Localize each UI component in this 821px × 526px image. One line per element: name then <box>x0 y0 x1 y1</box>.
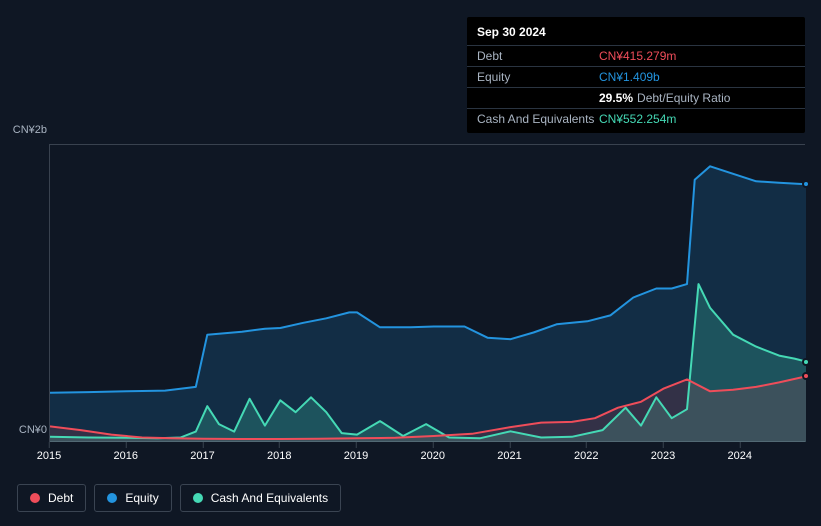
tooltip-row-value: CN¥1.409b <box>599 70 795 84</box>
tooltip-row-label: Debt <box>477 49 599 63</box>
debt-equity-chart: CN¥2b CN¥0 20152016201720182019202020212… <box>17 120 805 480</box>
legend-dot-icon <box>107 493 117 503</box>
x-tick: 2017 <box>190 450 214 462</box>
tooltip-row: 29.5%Debt/Equity Ratio <box>467 87 805 108</box>
legend-label: Debt <box>48 491 73 505</box>
tooltip-row-label <box>477 91 599 105</box>
x-tick: 2021 <box>497 450 521 462</box>
end-marker <box>802 358 810 366</box>
x-tick: 2018 <box>267 450 291 462</box>
chart-legend: Debt Equity Cash And Equivalents <box>17 484 341 512</box>
x-tick: 2019 <box>344 450 368 462</box>
x-tick: 2023 <box>651 450 675 462</box>
tooltip-row: DebtCN¥415.279m <box>467 45 805 66</box>
end-marker <box>802 180 810 188</box>
x-tick: 2022 <box>574 450 598 462</box>
tooltip-date: Sep 30 2024 <box>467 21 805 45</box>
legend-label: Cash And Equivalents <box>211 491 328 505</box>
tooltip-row-value: 29.5%Debt/Equity Ratio <box>599 91 795 105</box>
legend-label: Equity <box>125 491 158 505</box>
x-axis: 2015201620172018201920202021202220232024 <box>49 446 805 466</box>
y-axis-min-label: CN¥0 <box>3 424 47 436</box>
x-tick: 2015 <box>37 450 61 462</box>
tooltip-row: EquityCN¥1.409b <box>467 66 805 87</box>
legend-item-cash-and-equivalents[interactable]: Cash And Equivalents <box>180 484 341 512</box>
x-tick: 2016 <box>114 450 138 462</box>
plot-area[interactable] <box>49 144 805 442</box>
x-tick: 2024 <box>728 450 752 462</box>
y-axis-max-label: CN¥2b <box>3 124 47 136</box>
legend-item-debt[interactable]: Debt <box>17 484 86 512</box>
chart-tooltip: Sep 30 2024 DebtCN¥415.279mEquityCN¥1.40… <box>467 17 805 133</box>
chart-svg <box>50 144 806 442</box>
x-tick: 2020 <box>421 450 445 462</box>
tooltip-row-value: CN¥415.279m <box>599 49 795 63</box>
legend-dot-icon <box>193 493 203 503</box>
gridline-top <box>50 144 805 145</box>
legend-dot-icon <box>30 493 40 503</box>
end-marker <box>802 372 810 380</box>
tooltip-row-label: Equity <box>477 70 599 84</box>
legend-item-equity[interactable]: Equity <box>94 484 171 512</box>
